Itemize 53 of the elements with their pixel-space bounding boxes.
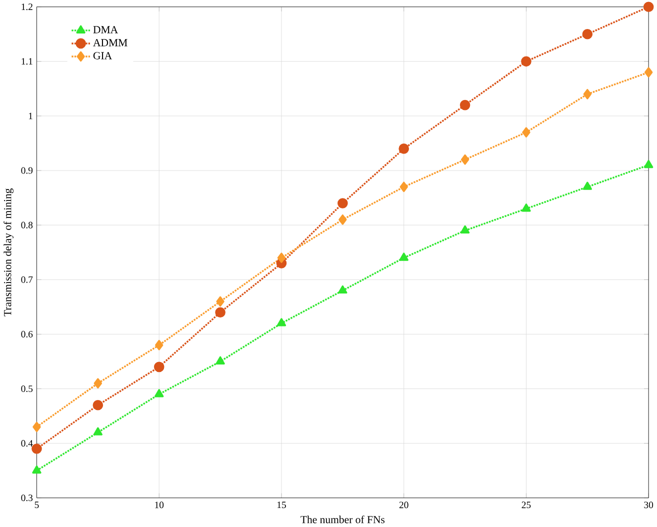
y-tick-label: 0.6 — [21, 330, 33, 338]
point — [216, 296, 224, 307]
point — [154, 362, 164, 372]
legend-label: ADMM — [93, 39, 128, 46]
y-tick-label: 0.4 — [21, 440, 33, 447]
point — [216, 356, 225, 365]
point — [32, 444, 42, 454]
x-tick-label: 20 — [399, 502, 408, 508]
point — [521, 56, 532, 67]
point — [522, 127, 530, 138]
point — [582, 182, 592, 190]
point — [338, 214, 347, 225]
point — [643, 2, 654, 12]
y-tick-label: 1 — [28, 112, 32, 120]
point — [399, 252, 408, 261]
y-tick-label: 0.9 — [21, 167, 33, 174]
x-tick-label: 30 — [644, 502, 654, 508]
point — [155, 340, 164, 350]
x-axis-title: The number of FNs — [300, 516, 384, 524]
point — [644, 67, 653, 78]
point — [32, 422, 41, 432]
point — [32, 466, 42, 474]
y-tick-label: 0.8 — [21, 222, 33, 228]
point — [154, 389, 164, 398]
point — [522, 204, 531, 212]
point — [582, 29, 593, 40]
x-tick-label: 10 — [155, 502, 164, 508]
legend-label: DMA — [93, 26, 118, 34]
point — [277, 252, 286, 264]
point — [92, 400, 104, 410]
y-axis-title: Transmission delay of mining — [4, 188, 14, 316]
y-tick-label: 1.1 — [22, 58, 32, 65]
x-tick-label: 5 — [34, 502, 39, 508]
y-tick-label: 0.5 — [21, 386, 33, 392]
point — [215, 307, 226, 318]
point — [644, 160, 654, 168]
point — [276, 318, 286, 326]
x-tick-label: 25 — [522, 502, 531, 508]
point — [460, 154, 470, 165]
point — [460, 100, 470, 110]
point — [338, 285, 348, 294]
y-tick-label: 1.2 — [22, 4, 32, 10]
point — [460, 225, 470, 234]
x-tick-label: 15 — [277, 502, 286, 508]
y-tick-label: 0.3 — [21, 494, 33, 502]
point — [93, 427, 103, 436]
point — [398, 144, 410, 154]
point — [338, 198, 348, 208]
point — [400, 182, 408, 192]
point — [583, 89, 592, 100]
legend-label: GIA — [93, 52, 112, 60]
y-tick-label: 0.7 — [21, 276, 33, 283]
point — [94, 378, 102, 389]
